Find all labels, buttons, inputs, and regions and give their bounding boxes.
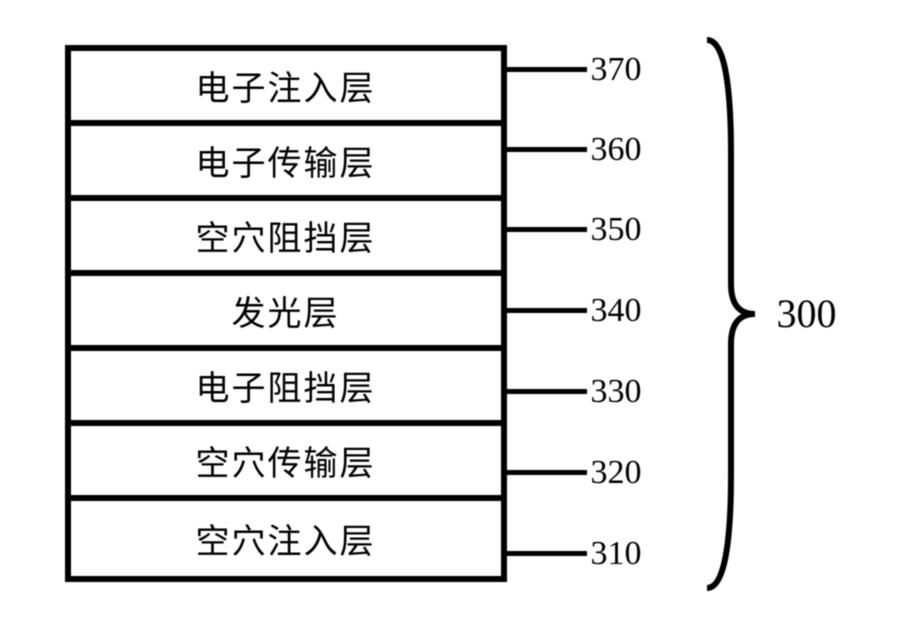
group-brace: 300 <box>707 34 837 594</box>
callout-label: 350 <box>591 211 642 249</box>
leader-line <box>507 67 587 72</box>
brace-icon <box>707 34 757 594</box>
callout-label: 310 <box>591 535 642 573</box>
leader-line <box>507 551 587 556</box>
layer-row: 电子阻挡层 <box>71 351 501 426</box>
layer-stack: 电子注入层 电子传输层 空穴阻挡层 发光层 电子阻挡层 空穴传输层 空穴注入层 <box>65 45 507 582</box>
callout: 320 <box>507 454 642 492</box>
layer-diagram: 电子注入层 电子传输层 空穴阻挡层 发光层 电子阻挡层 空穴传输层 空穴注入层 … <box>65 31 837 597</box>
layer-row: 电子传输层 <box>71 126 501 201</box>
layer-label: 发光层 <box>232 286 340 335</box>
group-label: 300 <box>777 290 837 337</box>
layer-label: 空穴注入层 <box>196 514 376 563</box>
layer-row: 空穴注入层 <box>71 501 501 576</box>
leader-line <box>507 470 587 475</box>
callout: 330 <box>507 373 642 411</box>
callout-label: 330 <box>591 373 642 411</box>
leader-line <box>507 308 587 313</box>
layer-row: 空穴传输层 <box>71 426 501 501</box>
layer-row: 空穴阻挡层 <box>71 201 501 276</box>
layer-label: 电子注入层 <box>196 61 376 110</box>
layer-row: 电子注入层 <box>71 51 501 126</box>
callout-label: 370 <box>591 51 642 89</box>
layer-label: 空穴传输层 <box>196 436 376 485</box>
callout: 360 <box>507 131 642 169</box>
callout-label: 360 <box>591 131 642 169</box>
leader-line <box>507 147 587 152</box>
callout-column: 370 360 350 340 330 320 310 <box>507 31 677 597</box>
layer-label: 电子传输层 <box>196 136 376 185</box>
callout: 370 <box>507 51 642 89</box>
callout: 340 <box>507 292 642 330</box>
callout: 350 <box>507 211 642 249</box>
callout-label: 340 <box>591 292 642 330</box>
leader-line <box>507 389 587 394</box>
callout-label: 320 <box>591 454 642 492</box>
leader-line <box>507 227 587 232</box>
layer-label: 电子阻挡层 <box>196 361 376 410</box>
layer-row: 发光层 <box>71 276 501 351</box>
layer-label: 空穴阻挡层 <box>196 211 376 260</box>
callout: 310 <box>507 535 642 573</box>
